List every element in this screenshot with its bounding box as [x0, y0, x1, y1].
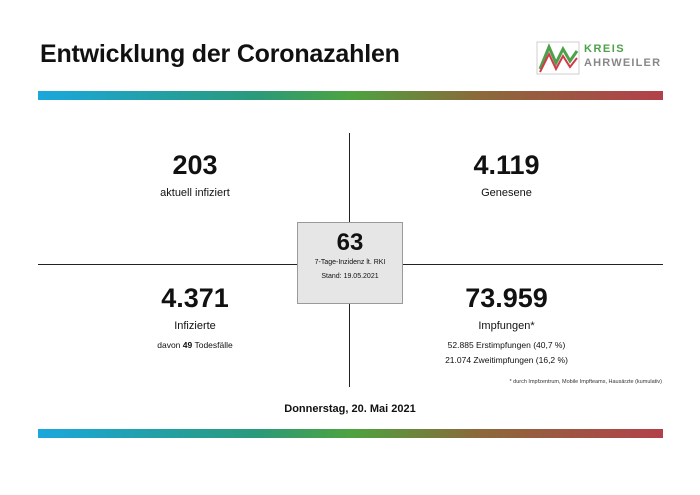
page-title: Entwicklung der Coronazahlen [40, 40, 400, 68]
first-vaccinations: 52.885 Erstimpfungen (40,7 %) [447, 340, 566, 350]
recovered-value: 4.119 [473, 150, 540, 180]
bottom-color-stripe [38, 429, 663, 438]
vaccinations-label: Impfungen* [478, 320, 535, 332]
recovered-panel: 4.119 Genesene [350, 150, 663, 199]
deaths-suffix: Todesfälle [194, 340, 233, 350]
footnote: * durch Impfzentrum, Mobile Impfteams, H… [509, 379, 662, 385]
vaccinations-panel: 73.959 Impfungen* 52.885 Erstimpfungen (… [350, 283, 663, 365]
second-vaccinations: 21.074 Zweitimpfungen (16,2 %) [445, 355, 568, 365]
logo: KREIS AHRWEILER [536, 38, 662, 78]
top-color-stripe [38, 91, 663, 100]
infected-panel: 4.371 Infizierte davon 49 Todesfälle [40, 283, 350, 350]
incidence-date: Stand: 19.05.2021 [321, 273, 379, 280]
active-infected-panel: 203 aktuell infiziert [40, 150, 350, 199]
incidence-box: 63 7-Tage-Inzidenz lt. RKI Stand: 19.05.… [297, 222, 403, 304]
incidence-value: 63 [336, 229, 364, 256]
deaths-prefix: davon [157, 340, 181, 350]
report-date: Donnerstag, 20. Mai 2021 [284, 403, 416, 415]
logo-text-ahrweiler: AHRWEILER [584, 57, 662, 69]
logo-text-kreis: KREIS [584, 43, 626, 55]
incidence-label: 7-Tage-Inzidenz lt. RKI [314, 259, 386, 266]
logo-icon [536, 41, 580, 75]
recovered-label: Genesene [481, 187, 532, 199]
infected-value: 4.371 [161, 283, 229, 313]
deaths-value: 49 [182, 340, 193, 350]
active-infected-value: 203 [172, 150, 218, 180]
active-infected-label: aktuell infiziert [160, 187, 230, 199]
vaccinations-value: 73.959 [465, 283, 548, 313]
deaths-text: davon 49 Todesfälle [40, 340, 350, 350]
infected-label: Infizierte [174, 320, 216, 332]
